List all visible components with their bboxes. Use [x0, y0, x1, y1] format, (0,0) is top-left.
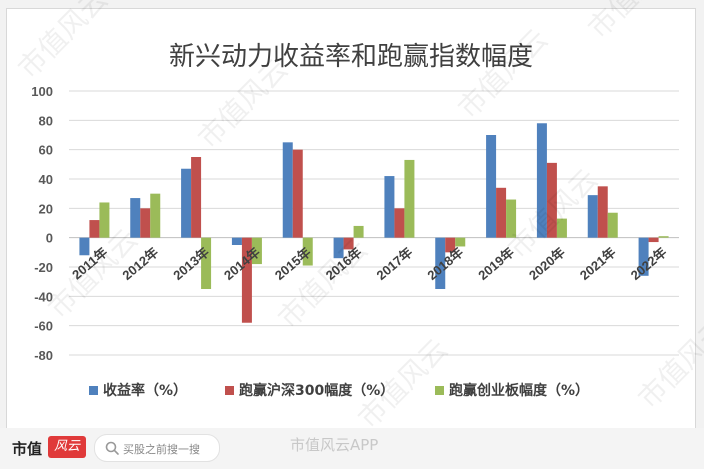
x-tick-label: 2022年: [628, 244, 670, 282]
bar: [99, 202, 110, 238]
legend-swatch: [89, 386, 98, 395]
y-tick-label: -80: [34, 348, 53, 363]
bar: [445, 237, 456, 253]
brand-logo-text: 风云: [53, 439, 80, 454]
y-tick-label: 40: [39, 172, 53, 187]
y-tick-label: -60: [34, 319, 53, 334]
legend-label: 跑赢沪深300幅度（%）: [239, 382, 394, 399]
bar: [181, 168, 192, 238]
legend-label: 跑赢创业板幅度（%）: [449, 382, 589, 399]
bar: [292, 149, 303, 238]
app-watermark: 市值风云APP: [290, 436, 379, 454]
bar: [130, 198, 141, 238]
bar: [140, 208, 151, 238]
x-tick-label: 2011年: [69, 244, 110, 282]
search-input[interactable]: 买股之前搜一搜: [94, 434, 220, 462]
x-tick-label: 2012年: [119, 244, 161, 282]
legend-swatch: [435, 386, 444, 395]
bar: [435, 237, 446, 289]
search-icon: [105, 441, 119, 455]
bar: [79, 237, 90, 256]
x-tick-label: 2019年: [475, 244, 517, 282]
bar: [384, 176, 395, 238]
bar: [282, 142, 293, 238]
bar: [455, 237, 466, 247]
bar: [546, 162, 557, 238]
bar: [191, 157, 202, 238]
bar: [302, 237, 313, 266]
chart-title: 新兴动力收益率和跑赢指数幅度: [169, 42, 533, 72]
bar: [496, 187, 507, 238]
y-axis-ticks: 100 80 60 40 20 0 -20 -40 -60 -80: [31, 84, 53, 363]
bar: [343, 237, 354, 250]
y-tick-label: 0: [46, 231, 53, 246]
bar: [333, 237, 344, 259]
y-tick-label: 60: [39, 143, 53, 158]
bars: [79, 123, 669, 323]
x-tick-label: 2017年: [374, 244, 416, 282]
bar: [404, 159, 415, 238]
bar: [556, 218, 567, 238]
x-tick-label: 2020年: [526, 244, 568, 282]
legend-swatch: [225, 386, 234, 395]
bar: [648, 237, 659, 243]
bar: [150, 193, 161, 238]
y-tick-label: 80: [39, 113, 53, 128]
bar: [506, 199, 517, 238]
y-tick-label: -20: [34, 260, 53, 275]
bar: [597, 186, 608, 238]
bar: [89, 220, 100, 238]
y-tick-label: 100: [31, 84, 53, 99]
search-placeholder: 买股之前搜一搜: [123, 443, 200, 456]
x-tick-label: 2021年: [577, 244, 619, 282]
legend: 收益率（%） 跑赢沪深300幅度（%） 跑赢创业板幅度（%）: [89, 382, 589, 399]
bar: [241, 237, 252, 323]
y-tick-label: 20: [39, 201, 53, 216]
bar: [231, 237, 242, 245]
brand-name: 市值: [12, 440, 43, 458]
legend-label: 收益率（%）: [103, 382, 187, 399]
x-tick-label: 2016年: [323, 244, 365, 282]
x-axis-ticks: 2011年 2012年 2013年 2014年 2015年 2016年 2017年 2018年…: [69, 244, 669, 282]
bar: [201, 237, 212, 289]
bar: [353, 225, 364, 238]
bar: [536, 123, 547, 238]
bar: [394, 208, 405, 238]
bar: [658, 236, 669, 238]
bar: [587, 195, 598, 238]
bar: [251, 237, 262, 265]
footer-bar: 市值 风云 买股之前搜一搜 市值风云APP: [0, 428, 704, 469]
bar: [607, 212, 618, 238]
brand-logo: 风云: [48, 436, 86, 458]
y-tick-label: -40: [34, 289, 53, 304]
gridlines: [69, 90, 679, 356]
bar: [638, 237, 649, 276]
bar: [486, 135, 497, 238]
bar-chart: 新兴动力收益率和跑赢指数幅度 100806040200-20-40-60-80 …: [31, 42, 679, 399]
chart-card: 新兴动力收益率和跑赢指数幅度 100 80 60 40 20 0 -20 -40 -60 -80 …: [6, 8, 696, 430]
